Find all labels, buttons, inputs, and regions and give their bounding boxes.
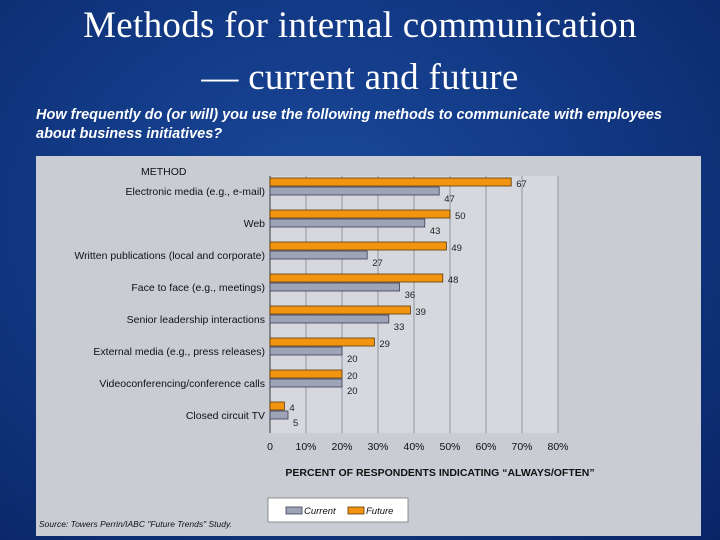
x-tick-label: 50%: [439, 441, 460, 453]
bar-future: [269, 209, 451, 219]
bar-future: [269, 305, 411, 315]
bar-current: [269, 378, 343, 388]
category-label: Face to face (e.g., meetings): [131, 282, 265, 294]
legend-swatch-current: [285, 506, 303, 515]
bar-current: [269, 410, 289, 420]
chart-subtitle: How frequently do (or will) you use the …: [36, 107, 662, 142]
category-label: Web: [244, 218, 266, 230]
bar-current: [269, 282, 401, 292]
x-tick-label: 80%: [547, 441, 568, 453]
source-note: Source: Towers Perrin/IABC "Future Trend…: [39, 519, 232, 529]
x-tick-label: 70%: [511, 441, 532, 453]
x-tick-label: 10%: [295, 441, 316, 453]
x-tick-label: 40%: [403, 441, 424, 453]
bar-current: [269, 314, 390, 324]
data-label-current: 20: [347, 354, 358, 365]
bar-future: [269, 369, 343, 379]
legend-label-current: Current: [304, 506, 336, 517]
bar-future: [269, 273, 444, 283]
data-label-future: 67: [516, 179, 527, 190]
data-label-future: 20: [347, 371, 358, 382]
bar-current: [269, 346, 343, 356]
data-label-current: 43: [430, 226, 441, 237]
data-label-current: 47: [444, 194, 455, 205]
category-label: Videoconferencing/conference calls: [99, 378, 265, 390]
data-label-current: 36: [405, 290, 416, 301]
data-label-current: 5: [293, 418, 298, 429]
x-tick-label: 20%: [331, 441, 352, 453]
data-label-future: 48: [448, 275, 459, 286]
title-line-2: — current and future: [201, 57, 519, 98]
title-line-1: Methods for internal communication: [83, 5, 637, 46]
bar-current: [269, 250, 368, 260]
bar-future: [269, 401, 285, 411]
data-label-current: 27: [372, 258, 383, 269]
x-tick-label: 0: [267, 441, 273, 453]
bar-future: [269, 337, 375, 347]
category-label: Closed circuit TV: [186, 410, 265, 422]
x-axis-label: PERCENT OF RESPONDENTS INDICATING “ALWAY…: [285, 467, 594, 479]
category-label: Written publications (local and corporat…: [74, 250, 265, 262]
x-tick-label: 60%: [475, 441, 496, 453]
category-header: METHOD: [141, 166, 187, 178]
data-label-future: 39: [415, 307, 426, 318]
data-label-future: 50: [455, 211, 466, 222]
data-label-current: 20: [347, 386, 358, 397]
bar-chart: METHOD Electronic media (e.g., e-mail) 67 4…: [39, 166, 595, 529]
legend-swatch-future: [347, 506, 365, 515]
bar-current: [269, 218, 426, 228]
data-label-future: 4: [289, 403, 294, 414]
legend-label-future: Future: [366, 506, 393, 517]
data-label-future: 49: [451, 243, 462, 254]
x-tick-label: 30%: [367, 441, 388, 453]
category-label: External media (e.g., press releases): [93, 346, 265, 358]
category-label: Senior leadership interactions: [127, 314, 265, 326]
bar-future: [269, 177, 512, 187]
data-label-future: 29: [379, 339, 390, 350]
category-label: Electronic media (e.g., e-mail): [126, 186, 265, 198]
bar-future: [269, 241, 447, 251]
chart-panel: METHOD Electronic media (e.g., e-mail) 67 4…: [36, 156, 701, 536]
bar-current: [269, 186, 440, 196]
data-label-current: 33: [394, 322, 405, 333]
